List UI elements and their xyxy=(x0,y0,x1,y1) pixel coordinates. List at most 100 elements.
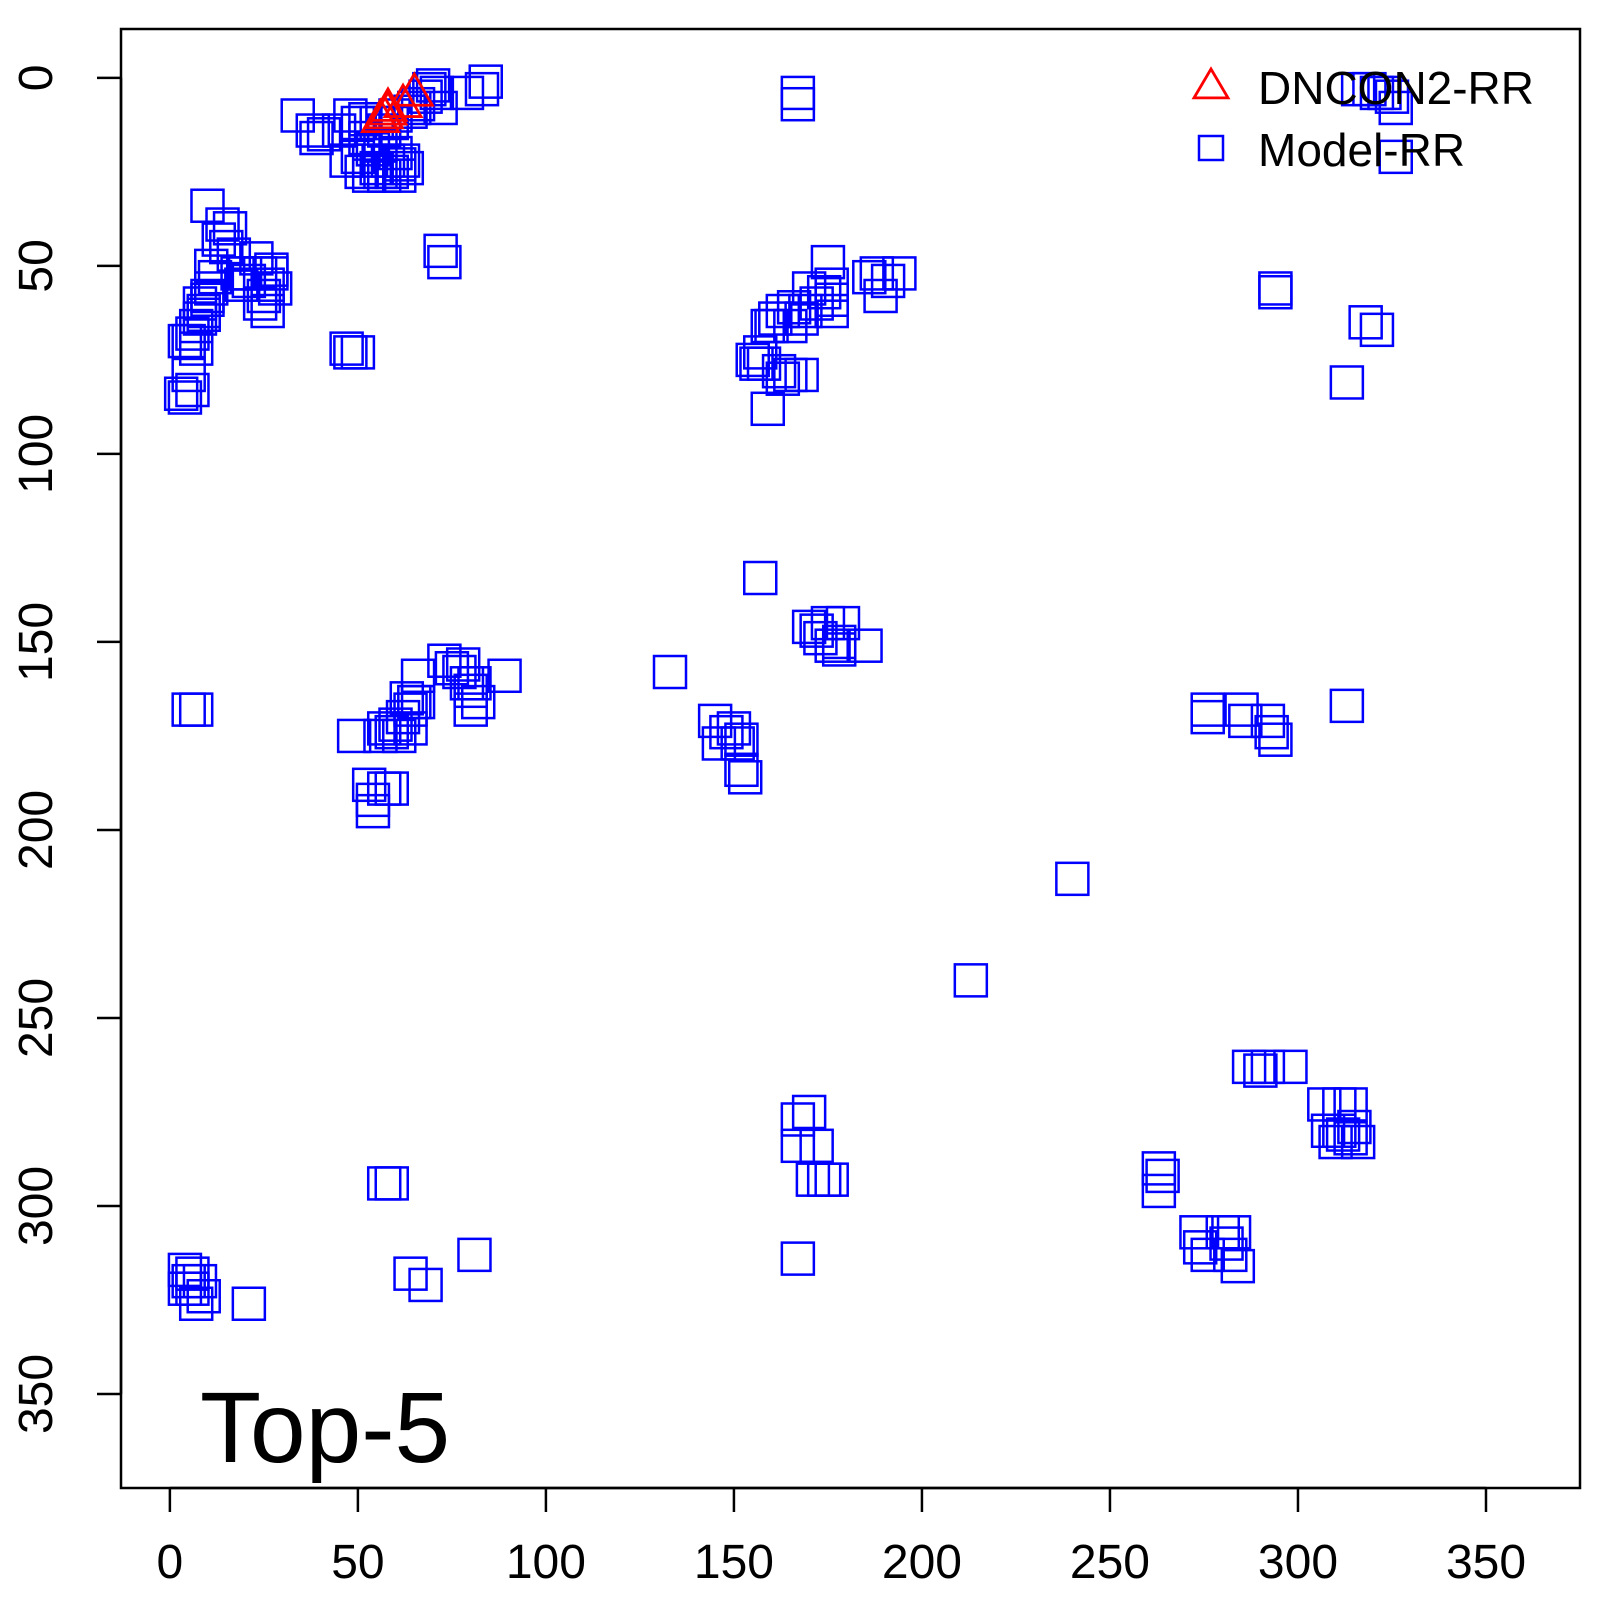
data-point-square xyxy=(852,259,887,295)
legend-label: Model-RR xyxy=(1258,124,1465,176)
data-point-square xyxy=(453,692,488,727)
data-point-square xyxy=(295,113,331,148)
data-point-square xyxy=(1224,692,1259,727)
data-point-square xyxy=(870,263,906,299)
data-point-square xyxy=(697,703,733,739)
y-tick-label: 350 xyxy=(10,1354,63,1434)
series-model-rr xyxy=(163,64,1413,1321)
data-point-square xyxy=(336,718,372,754)
data-point-square xyxy=(1209,1226,1244,1261)
legend-triangle-icon xyxy=(1191,66,1231,100)
data-point-square xyxy=(205,207,240,242)
data-point-triangle xyxy=(367,89,409,126)
data-point-square xyxy=(750,308,786,344)
data-point-square xyxy=(743,560,778,596)
data-point-square xyxy=(1254,714,1289,750)
data-point-square xyxy=(780,1241,816,1276)
data-point-square xyxy=(776,290,812,325)
data-point-square xyxy=(1250,1049,1286,1085)
panel-label: Top-5 xyxy=(200,1372,450,1484)
data-point-square xyxy=(814,1162,849,1197)
data-point-square xyxy=(1378,90,1413,126)
series-dncon2-rr xyxy=(359,71,435,133)
data-point-square xyxy=(178,331,214,366)
data-point-square xyxy=(340,335,376,370)
data-point-square xyxy=(167,380,203,415)
y-tick-label: 250 xyxy=(10,978,63,1058)
data-point-square xyxy=(1329,688,1365,724)
data-point-square xyxy=(163,376,199,411)
data-point-square xyxy=(1258,274,1293,310)
data-point-triangle xyxy=(393,71,435,107)
data-point-square xyxy=(400,658,436,694)
data-point-square xyxy=(382,718,417,754)
data-point-square xyxy=(724,722,759,757)
data-point-square xyxy=(1190,699,1225,735)
data-point-square xyxy=(1243,1053,1278,1088)
y-tick-label: 200 xyxy=(10,790,63,870)
data-point-square xyxy=(750,391,786,427)
y-tick-label: 100 xyxy=(10,414,63,494)
data-point-square xyxy=(1213,1237,1248,1273)
data-point-square xyxy=(848,628,883,663)
data-point-square xyxy=(758,301,793,336)
data-point-square xyxy=(385,143,421,178)
data-point-square xyxy=(882,256,917,291)
data-point-square xyxy=(299,120,334,156)
y-tick-label: 50 xyxy=(10,239,63,292)
data-point-square xyxy=(724,752,759,788)
data-point-square xyxy=(408,1267,443,1303)
data-point-square xyxy=(363,718,398,754)
data-point-square xyxy=(743,335,778,370)
data-point-triangle xyxy=(382,82,424,118)
data-point-square xyxy=(953,963,989,998)
data-layer xyxy=(163,64,1413,1321)
data-point-square xyxy=(445,647,481,682)
x-tick-label: 50 xyxy=(331,1536,384,1589)
legend-square-icon xyxy=(1197,134,1225,162)
x-tick-label: 300 xyxy=(1258,1536,1338,1589)
data-point-square xyxy=(1322,1113,1357,1149)
data-point-square xyxy=(1340,1124,1376,1160)
data-point-square xyxy=(212,211,248,246)
data-point-square xyxy=(1333,1087,1368,1122)
data-point-square xyxy=(389,681,425,716)
data-point-square xyxy=(254,256,289,291)
data-point-square xyxy=(393,711,428,746)
data-point-square xyxy=(464,71,500,107)
data-point-square xyxy=(1378,139,1413,175)
data-point-square xyxy=(400,684,436,720)
x-tick-label: 0 xyxy=(157,1536,184,1589)
data-point-square xyxy=(784,301,819,336)
data-point-square xyxy=(791,1094,827,1130)
axes: 0 50 100 150 200 250 300 350 0 50 100 150 200 250 300 3… xyxy=(10,27,1582,1589)
legend: DNCON2-RR Model-RR xyxy=(1191,62,1534,176)
data-point-square xyxy=(190,278,225,314)
data-point-square xyxy=(457,666,492,701)
data-point-square xyxy=(1273,1049,1308,1085)
data-point-square xyxy=(720,726,755,761)
data-point-square xyxy=(821,632,857,667)
data-point-square xyxy=(178,692,214,727)
data-point-square xyxy=(1228,703,1263,739)
y-tick-label: 150 xyxy=(10,602,63,682)
data-point-square xyxy=(735,342,770,378)
data-point-square xyxy=(1216,1215,1252,1250)
data-point-square xyxy=(468,64,503,99)
data-point-square xyxy=(780,86,816,122)
data-point-square xyxy=(780,1102,816,1137)
data-point-square xyxy=(1055,861,1090,897)
legend-label: DNCON2-RR xyxy=(1258,62,1534,114)
data-point-square xyxy=(457,1237,492,1273)
data-point-square xyxy=(242,286,278,321)
data-point-square xyxy=(1333,1121,1368,1156)
data-point-square xyxy=(810,244,846,280)
x-tick-label: 250 xyxy=(1070,1536,1150,1589)
data-point-square xyxy=(825,605,861,641)
data-point-square xyxy=(329,331,364,366)
data-point-square xyxy=(1348,305,1383,340)
data-point-square xyxy=(1141,1151,1177,1186)
data-point-square xyxy=(1374,79,1410,114)
